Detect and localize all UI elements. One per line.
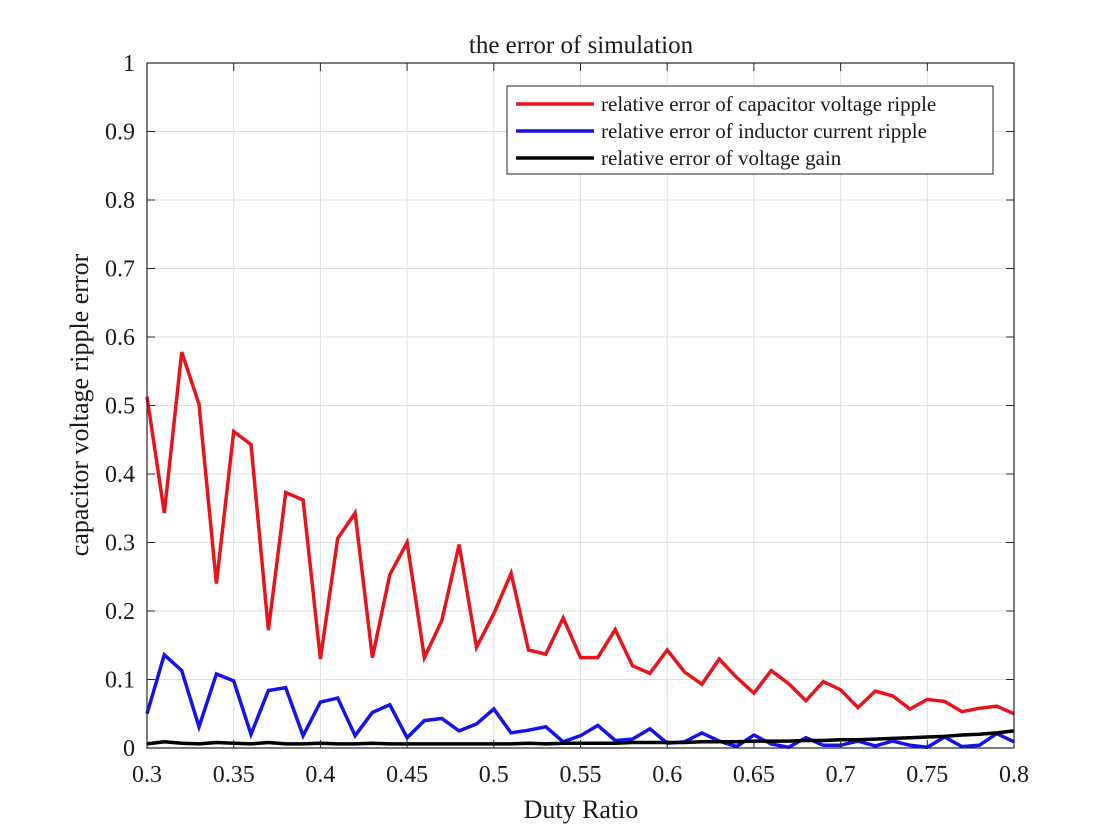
ticks	[146, 62, 1015, 749]
x-tick-label: 0.75	[906, 762, 948, 788]
y-tick-label: 0	[123, 736, 135, 762]
y-tick-label: 0.8	[105, 188, 135, 214]
legend-label-2: relative error of voltage gain	[601, 146, 842, 170]
y-tick-label: 0.2	[105, 599, 135, 625]
y-tick-label: 0.6	[105, 325, 135, 351]
tick-labels: 0.3 0.35 0.4 0.45 0.5 0.55 0.6 0.65 0.7 0.75 0.800…	[105, 51, 1029, 788]
y-tick-label: 0.9	[105, 120, 135, 146]
legend-label-1: relative error of inductor current rippl…	[601, 119, 927, 143]
y-tick-label: 0.1	[105, 668, 135, 694]
x-tick-label: 0.65	[733, 762, 775, 788]
x-tick-label: 0.35	[213, 762, 255, 788]
x-tick-label: 0.3	[132, 762, 162, 788]
x-tick-label: 0.4	[305, 762, 335, 788]
x-tick-label: 0.55	[560, 762, 602, 788]
y-tick-label: 1	[123, 51, 135, 77]
y-tick-label: 0.4	[105, 462, 135, 488]
x-tick-label: 0.6	[652, 762, 682, 788]
y-axis-label: capacitor voltage ripple error	[65, 253, 94, 556]
x-axis-label: Duty Ratio	[524, 795, 639, 824]
y-tick-label: 0.7	[105, 257, 135, 283]
y-tick-label: 0.5	[105, 394, 135, 420]
x-tick-label: 0.45	[386, 762, 428, 788]
x-tick-label: 0.7	[826, 762, 856, 788]
y-tick-label: 0.3	[105, 531, 135, 557]
legend-label-0: relative error of capacitor voltage ripp…	[601, 92, 936, 116]
x-tick-label: 0.5	[479, 762, 509, 788]
chart-title: the error of simulation	[469, 32, 694, 59]
legend: relative error of capacitor voltage ripp…	[506, 85, 994, 175]
series-line-0	[145, 351, 1015, 716]
series-line-1	[145, 651, 1015, 750]
x-tick-label: 0.8	[999, 762, 1029, 788]
